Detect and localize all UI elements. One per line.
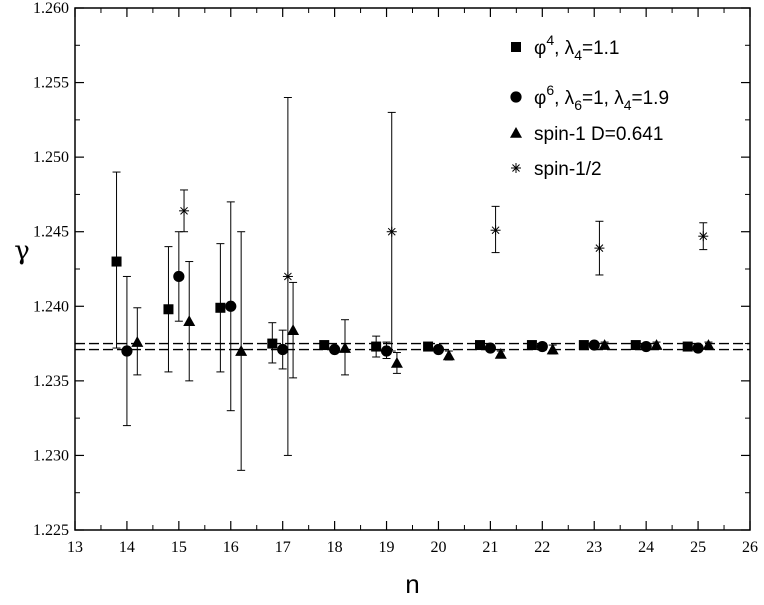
- data-point-asterisk: [282, 271, 293, 282]
- data-point-circle: [536, 340, 548, 353]
- data-point-triangle: [650, 339, 663, 350]
- data-point-square: [630, 340, 641, 351]
- x-tick-label: 13: [67, 539, 83, 556]
- data-point-circle: [692, 342, 704, 354]
- legend-label: spin-1 D=0.641: [534, 124, 663, 145]
- x-tick-label: 14: [119, 539, 135, 556]
- data-point-circle: [380, 345, 393, 357]
- legend-marker-square: [511, 42, 521, 52]
- data-point-circle: [225, 300, 237, 312]
- y-tick-label: 1.245: [33, 224, 69, 241]
- data-point-triangle: [131, 336, 144, 347]
- error-bars: [112, 96, 713, 471]
- legend-item: φ4, λ4=1.1: [511, 32, 620, 63]
- x-tick-label: 23: [586, 539, 602, 556]
- data-point-circle: [640, 340, 652, 353]
- x-tick-label: 15: [171, 539, 187, 556]
- x-tick-label: 17: [275, 539, 291, 556]
- legend-item: spin-1 D=0.641: [510, 124, 663, 145]
- data-point-triangle: [598, 339, 611, 350]
- x-tick-label: 20: [430, 539, 446, 556]
- x-tick-label: 26: [742, 539, 758, 556]
- data-markers: [111, 205, 715, 368]
- data-point-asterisk: [386, 226, 397, 237]
- legend-marker-triangle: [510, 127, 522, 138]
- data-point-triangle: [494, 348, 507, 359]
- data-point-triangle: [390, 356, 403, 368]
- data-point-circle: [329, 343, 341, 356]
- x-tick-label: 24: [638, 539, 654, 556]
- data-point-square: [423, 341, 434, 352]
- data-point-square: [319, 340, 330, 351]
- data-point-square: [111, 256, 122, 267]
- data-point-square: [475, 340, 485, 351]
- legend: φ4, λ4=1.1 φ6, λ6=1, λ4=1.9 spin-1 D=0.641…: [510, 32, 669, 180]
- data-point-triangle: [235, 345, 248, 356]
- data-point-triangle: [442, 349, 455, 361]
- data-point-square: [682, 341, 693, 352]
- legend-marker-circle: [510, 91, 522, 103]
- data-point-asterisk: [698, 231, 709, 242]
- x-tick-label: 22: [534, 539, 550, 556]
- x-tick-label: 16: [223, 539, 239, 556]
- x-tick-label: 18: [327, 539, 343, 556]
- data-point-circle: [173, 270, 185, 283]
- data-point-square: [267, 338, 278, 349]
- y-tick-label: 1.250: [33, 149, 69, 166]
- y-tick-label: 1.260: [33, 0, 69, 17]
- x-tick-label: 25: [690, 539, 706, 556]
- x-axis-label: n: [405, 569, 419, 599]
- data-point-asterisk: [490, 225, 501, 236]
- y-axis-label: γ: [14, 236, 30, 266]
- data-point-triangle: [339, 342, 351, 353]
- y-tick-label: 1.255: [33, 75, 69, 92]
- legend-item: spin-1/2: [511, 159, 602, 180]
- y-axis: 1.225 1.230 1.235 1.240 1.245 1.250 1.255 1.260: [33, 0, 750, 539]
- plot-frame: [74, 7, 751, 531]
- data-point-square: [371, 341, 382, 352]
- data-point-asterisk: [594, 243, 605, 254]
- legend-label: spin-1/2: [534, 159, 602, 180]
- y-tick-label: 1.225: [33, 522, 69, 539]
- data-point-circle: [277, 343, 289, 356]
- legend-item: φ6, λ6=1, λ4=1.9: [510, 82, 669, 113]
- legend-label: φ6, λ6=1, λ4=1.9: [534, 82, 669, 113]
- data-point-circle: [484, 342, 496, 354]
- data-point-circle: [121, 345, 133, 357]
- y-tick-label: 1.230: [33, 447, 69, 464]
- data-point-circle: [588, 339, 600, 351]
- data-point-square: [578, 340, 589, 351]
- y-tick-label: 1.235: [33, 373, 69, 390]
- x-tick-label: 21: [482, 539, 498, 556]
- data-point-triangle: [546, 343, 559, 355]
- data-point-square: [215, 302, 226, 313]
- x-tick-label: 19: [379, 539, 395, 556]
- data-point-circle: [432, 343, 445, 356]
- legend-marker-asterisk: [511, 163, 521, 173]
- data-point-square: [163, 304, 174, 315]
- x-axis: 13 14 15 16 17 18 19 20 21 22 23 24 25 26: [67, 8, 758, 556]
- legend-label: φ4, λ4=1.1: [534, 32, 620, 63]
- data-point-triangle: [183, 315, 196, 326]
- data-point-asterisk: [179, 205, 190, 216]
- data-point-triangle: [287, 324, 300, 335]
- data-point-square: [526, 340, 537, 351]
- y-tick-label: 1.240: [33, 298, 69, 315]
- data-point-triangle: [702, 339, 715, 350]
